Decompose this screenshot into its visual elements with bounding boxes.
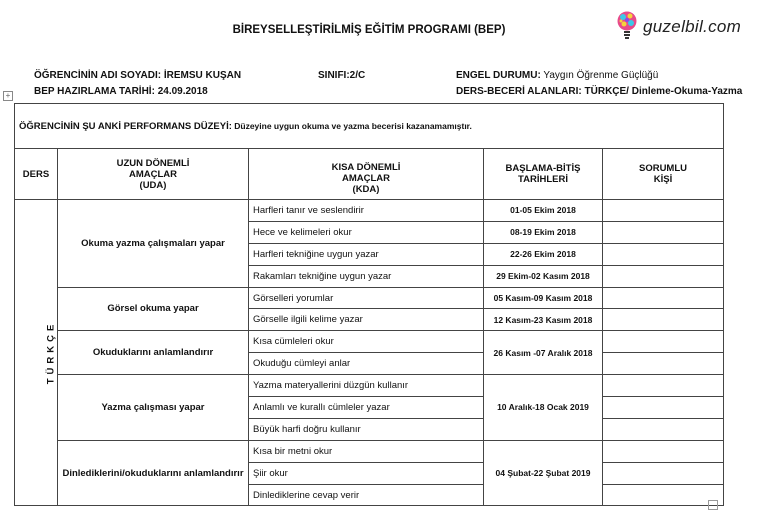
header-dates: BAŞLAMA-BİTİŞ TARİHLERİ [483,148,603,200]
student-name: ÖĞRENCİNİN ADI SOYADI: İREMSU KUŞAN [34,70,242,81]
disability-status: ENGEL DURUMU: Yaygın Öğrenme Güçlüğü [456,70,658,81]
date-cell: 05 Kasım-09 Kasım 2018 [483,286,603,310]
header-uda-line: UZUN DÖNEMLİ [116,157,190,169]
date-cell: 12 Kasım-23 Kasım 2018 [483,308,603,332]
responsible-cell[interactable] [601,242,725,266]
plan-row: Okuduğu cümleyi anlar [15,352,725,376]
uda-cell: Görsel okuma yapar [57,286,249,332]
plan-row: Okuduklarını anlamlandırır Kısa cümleleri… [15,330,725,376]
header-dates-line: BAŞLAMA-BİTİŞ [505,163,581,174]
plan-row: Dinlediklerini/okuduklarını anlamlandırı… [15,439,725,507]
kda-cell: Görselleri yorumlar [248,286,484,310]
kda-cell: Dinlediklerine cevap verir [248,483,484,507]
logo-text: guzelbil.com [643,17,742,36]
responsible-cell[interactable] [601,199,725,222]
responsible-cell[interactable] [601,308,725,332]
document-title: BİREYSELLEŞTİRİLMİŞ EĞİTİM PROGRAMI (BEP… [232,24,506,36]
plan-row: Anlamlı ve kurallı cümleler yazar [15,396,725,419]
date-cell: 10 Aralık-18 Ocak 2019 [483,374,603,441]
subject-cell: TÜRKÇE [14,198,58,507]
performance-cell: ÖĞRENCİNİN ŞU ANKİ PERFORMANS DÜZEYİ: Dü… [13,103,725,149]
plan-row: Yazma çalışması yapar Yazma materyallerin… [15,374,725,441]
plan-row: Şiir okur [15,461,725,485]
plan-row: Dinlediklerine cevap verir [15,483,725,507]
performance-label: ÖĞRENCİNİN ŞU ANKİ PERFORMANS DÜZEYİ: [19,120,232,132]
disability-label: ENGEL DURUMU: [456,70,541,81]
table-move-handle-icon[interactable]: + [3,91,13,101]
header-uda: UZUN DÖNEMLİ AMAÇLAR (UDA) [57,148,249,200]
plan-row: Harfleri tekniğine uygun yazar 22-26 Ekim… [15,242,725,266]
date-cell: 04 Şubat-22 Şubat 2019 [483,439,603,507]
date-cell: 22-26 Ekim 2018 [483,242,603,266]
responsible-cell[interactable] [601,417,725,441]
kda-cell: Kısa bir metni okur [248,439,484,463]
uda-cell: Okuduklarını anlamlandırır [57,330,249,376]
header-kda-line: KISA DÖNEMLİ [331,161,401,173]
responsible-cell[interactable] [601,264,725,288]
header-responsible-line: SORUMLU [638,163,688,174]
date-cell: 29 Ekim-02 Kasım 2018 [483,264,603,288]
kda-cell: Hece ve kelimeleri okur [248,220,484,244]
table-resize-handle[interactable] [708,500,718,510]
header-kda-line: AMAÇLAR [341,172,391,184]
kda-cell: Anlamlı ve kurallı cümleler yazar [248,396,484,419]
header-ders: DERS [14,148,58,200]
header-dates-line: TARİHLERİ [518,174,568,185]
kda-cell: Büyük harfi doğru kullanır [248,417,484,441]
skill-areas: DERS-BECERİ ALANLARI: TÜRKÇE/ Dinleme-Ok… [456,86,743,97]
disability-value: Yaygın Öğrenme Güçlüğü [540,70,659,81]
student-class: SINIFI:2/C [318,70,366,81]
header-kda: KISA DÖNEMLİ AMAÇLAR (KDA) [248,148,484,200]
kda-cell: Kısa cümleleri okur [248,330,484,354]
uda-cell: Okuma yazma çalışmaları yapar [57,199,249,288]
kda-cell: Görselle ilgili kelime yazar [248,308,484,332]
header-responsible-line: KİŞİ [653,174,673,185]
plan-row: TÜRKÇE Okuma yazma çalışmaları yapar Harfl… [14,198,725,507]
responsible-cell[interactable] [601,286,725,310]
plan-row: Görsel okuma yapar Görselleri yorumlar 05 … [15,286,725,332]
kda-cell: Rakamları tekniğine uygun yazar [248,264,484,288]
responsible-cell[interactable] [601,352,725,376]
plan-row: Hece ve kelimeleri okur 08-19 Ekim 2018 [15,220,725,244]
kda-cell: Şiir okur [248,461,484,485]
uda-cell: Dinlediklerini/okuduklarını anlamlandırı… [57,439,249,507]
bep-table: ÖĞRENCİNİN ŞU ANKİ PERFORMANS DÜZEYİ: Dü… [13,103,725,507]
responsible-cell[interactable] [601,374,725,398]
responsible-cell[interactable] [601,330,725,354]
prep-date: BEP HAZIRLAMA TARİHİ: 24.09.2018 [34,86,208,97]
plan-row: Büyük harfi doğru kullanır [15,417,725,441]
responsible-cell[interactable] [601,461,725,485]
header-responsible: SORUMLU KİŞİ [601,148,725,200]
lightbulb-icon [617,11,637,39]
header-kda-line: (KDA) [352,183,380,195]
logo: guzelbil.com [617,10,741,44]
responsible-cell[interactable] [601,483,725,507]
responsible-cell[interactable] [601,396,725,419]
subject-label: TÜRKÇE [45,320,57,385]
header-uda-line: AMAÇLAR [128,168,178,180]
kda-cell: Yazma materyallerini düzgün kullanır [248,374,484,398]
date-cell: 08-19 Ekim 2018 [483,220,603,244]
kda-cell: Harfleri tekniğine uygun yazar [248,242,484,266]
plan-row: Rakamları tekniğine uygun yazar 29 Ekim-0… [15,264,725,288]
performance-value: Düzeyine uygun okuma ve yazma becerisi k… [231,120,472,131]
responsible-cell[interactable] [601,439,725,463]
uda-cell: Yazma çalışması yapar [57,374,249,441]
kda-cell: Harfleri tanır ve seslendirir [248,199,484,222]
plan-row: Görselle ilgili kelime yazar 12 Kasım-23 … [15,308,725,332]
header-row: DERS UZUN DÖNEMLİ AMAÇLAR (UDA) KISA DÖNEM… [14,148,725,200]
responsible-cell[interactable] [601,220,725,244]
header-uda-line: (UDA) [139,179,167,191]
performance-row: ÖĞRENCİNİN ŞU ANKİ PERFORMANS DÜZEYİ: Dü… [13,103,725,149]
date-cell: 01-05 Ekim 2018 [483,199,603,222]
date-cell: 26 Kasım -07 Aralık 2018 [483,330,603,376]
plan-body: TÜRKÇE Okuma yazma çalışmaları yapar Harfl… [14,198,725,507]
kda-cell: Okuduğu cümleyi anlar [248,352,484,376]
